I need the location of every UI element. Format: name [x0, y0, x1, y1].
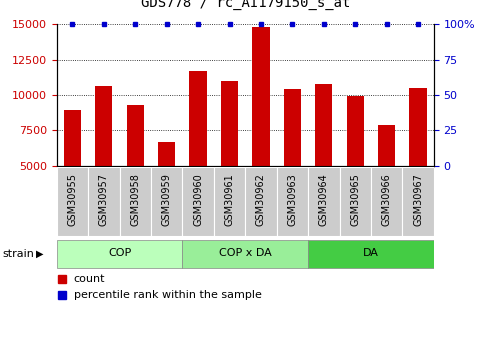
- Bar: [182, 239, 308, 268]
- Text: percentile rank within the sample: percentile rank within the sample: [74, 290, 262, 299]
- Text: GSM30959: GSM30959: [162, 173, 172, 226]
- Bar: [284, 89, 301, 236]
- Text: strain: strain: [2, 249, 35, 258]
- Bar: [315, 83, 332, 236]
- Bar: [221, 81, 238, 236]
- Bar: [189, 71, 207, 236]
- Text: GDS778 / rc_AI179150_s_at: GDS778 / rc_AI179150_s_at: [141, 0, 350, 10]
- Bar: [308, 167, 340, 236]
- Bar: [402, 167, 434, 236]
- Text: GSM30964: GSM30964: [319, 173, 329, 226]
- Bar: [151, 167, 182, 236]
- Text: count: count: [74, 275, 106, 284]
- Text: ▶: ▶: [35, 249, 43, 258]
- Bar: [182, 167, 214, 236]
- Bar: [245, 167, 277, 236]
- Bar: [88, 167, 119, 236]
- Bar: [378, 125, 395, 236]
- Bar: [308, 239, 434, 268]
- Bar: [347, 96, 364, 236]
- Text: GSM30961: GSM30961: [224, 173, 235, 226]
- Text: GSM30962: GSM30962: [256, 173, 266, 226]
- Text: GSM30960: GSM30960: [193, 173, 203, 226]
- Text: COP x DA: COP x DA: [219, 248, 272, 258]
- Bar: [340, 167, 371, 236]
- Bar: [119, 167, 151, 236]
- Bar: [214, 167, 246, 236]
- Bar: [252, 27, 270, 236]
- Text: GSM30955: GSM30955: [68, 173, 77, 226]
- Bar: [410, 88, 427, 236]
- Text: COP: COP: [108, 248, 131, 258]
- Bar: [57, 167, 88, 236]
- Text: DA: DA: [363, 248, 379, 258]
- Text: GSM30966: GSM30966: [382, 173, 392, 226]
- Text: GSM30958: GSM30958: [130, 173, 141, 226]
- Bar: [95, 86, 112, 236]
- Bar: [64, 110, 81, 236]
- Bar: [127, 105, 144, 236]
- Bar: [158, 141, 176, 236]
- Text: GSM30963: GSM30963: [287, 173, 297, 226]
- Bar: [371, 167, 402, 236]
- Text: GSM30965: GSM30965: [350, 173, 360, 226]
- Text: GSM30957: GSM30957: [99, 173, 109, 226]
- Bar: [57, 239, 182, 268]
- Bar: [277, 167, 308, 236]
- Text: GSM30967: GSM30967: [413, 173, 423, 226]
